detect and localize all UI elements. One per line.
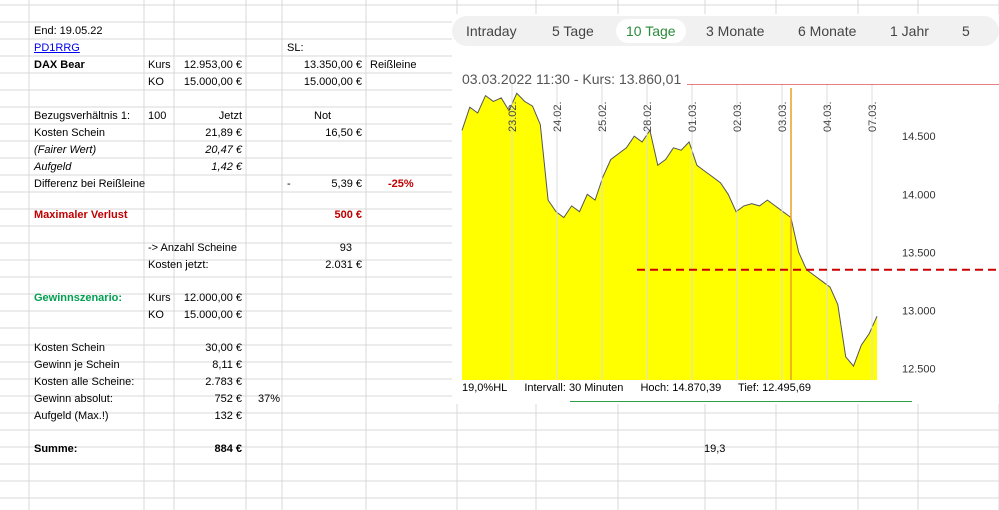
gewinnszenario-label: Gewinnszenario: <box>34 292 123 304</box>
gs-kurs-label: Kurs <box>148 292 171 304</box>
y-tick-label: 14.000 <box>902 189 936 201</box>
differenz-label: Differenz bei Reißleine <box>34 178 146 190</box>
anzahl-label: -> Anzahl Scheine <box>148 242 237 254</box>
fairer-wert-value: 20,47 € <box>205 144 242 156</box>
bezug-value: 100 <box>148 110 167 122</box>
interval-stat: Intervall: 30 Minuten <box>524 382 624 394</box>
tab-10-tage[interactable]: 10 Tage <box>616 19 686 43</box>
kosten-jetzt-value: 2.031 € <box>325 259 362 271</box>
summe-label: Summe: <box>34 443 78 455</box>
area-chart[interactable]: 23.02. 24.02. 25.02. 28.02. 01.03. 02.03. 03.0… <box>452 84 999 384</box>
max-verlust-value: 500 € <box>334 209 362 221</box>
tab-intraday[interactable]: Intraday <box>466 23 517 39</box>
jetzt-label: Jetzt <box>218 110 242 122</box>
kurs-label: Kurs <box>148 59 171 71</box>
x-tick-label: 07.03. <box>867 101 879 132</box>
x-tick-label: 25.02. <box>597 101 609 132</box>
timeframe-tabs: Intraday 5 Tage 10 Tage 3 Monate 6 Monat… <box>452 16 999 46</box>
x-tick-label: 01.03. <box>687 101 699 132</box>
differenz-dash: - <box>287 178 291 190</box>
ko-value: 15.000,00 € <box>183 76 242 88</box>
kosten-schein-jetzt: 21,89 € <box>205 127 242 139</box>
gs-ko-value: 15.000,00 € <box>183 309 242 321</box>
ko-label: KO <box>148 76 164 88</box>
end-date-label: End: 19.05.22 <box>34 25 103 37</box>
max-verlust-label: Maximaler Verlust <box>34 209 128 221</box>
bezug-label: Bezugsverhältnis 1: <box>34 110 130 122</box>
summe-value: 884 € <box>214 443 242 455</box>
ko-value-2: 15.000,00 € <box>303 76 362 88</box>
price-chart-widget: Intraday 5 Tage 10 Tage 3 Monate 6 Monat… <box>452 14 999 404</box>
aufgeld-max-label: Aufgeld (Max.!) <box>34 410 109 422</box>
fairer-wert-label: (Fairer Wert) <box>34 144 97 156</box>
y-tick-label: 13.000 <box>902 305 936 317</box>
extra-value: 19,3 <box>704 443 726 455</box>
tab-1-jahr[interactable]: 1 Jahr <box>890 23 929 39</box>
chart-stats: 19,0%HL Intervall: 30 Minuten Hoch: 14.8… <box>462 382 825 394</box>
kas-value: 2.783 € <box>205 376 242 388</box>
dax-bear-label: DAX Bear <box>34 59 85 71</box>
x-tick-label: 04.03. <box>822 101 834 132</box>
divider-line <box>570 401 912 402</box>
aufgeld-value: 1,42 € <box>211 161 242 173</box>
gs-kurs-value: 12.000,00 € <box>183 292 242 304</box>
kas-label: Kosten alle Scheine: <box>34 376 135 388</box>
x-tick-label: 03.03. <box>777 101 789 132</box>
quote-readout: 03.03.2022 11:30 - Kurs: 13.860,01 <box>462 71 682 87</box>
x-tick-label: 24.02. <box>552 101 564 132</box>
y-tick-label: 14.500 <box>902 131 936 143</box>
aufgeld-label: Aufgeld <box>34 161 72 173</box>
reissleine-label: Reißleine <box>370 59 417 71</box>
tab-5-jahre[interactable]: 5 <box>962 23 970 39</box>
x-tick-label: 23.02. <box>507 101 519 132</box>
hl-stat: 19,0%HL <box>462 382 508 394</box>
sl-value: 13.350,00 € <box>303 59 362 71</box>
not-label: Not <box>314 110 332 122</box>
ga-value: 752 € <box>214 393 242 405</box>
price-area <box>462 93 877 381</box>
ga-pct: 37% <box>258 393 281 405</box>
kosten-schein-not: 16,50 € <box>325 127 362 139</box>
low-stat: Tief: 12.495,69 <box>738 382 812 394</box>
gs-ko-label: KO <box>148 309 164 321</box>
kosten-schein-label: Kosten Schein <box>34 127 105 139</box>
kosten-jetzt-label: Kosten jetzt: <box>148 259 209 271</box>
high-stat: Hoch: 14.870,39 <box>640 382 722 394</box>
differenz-value: 5,39 € <box>331 178 362 190</box>
gjs-value: 8,11 € <box>212 359 242 371</box>
gjs-label: Gewinn je Schein <box>34 359 120 371</box>
ticker-link[interactable]: PD1RRG <box>34 42 80 54</box>
anzahl-value: 93 <box>339 242 352 254</box>
x-tick-label: 02.03. <box>732 101 744 132</box>
tab-5-tage[interactable]: 5 Tage <box>552 23 594 39</box>
ks-value: 30,00 € <box>205 342 242 354</box>
y-tick-label: 13.500 <box>902 247 936 259</box>
sl-label: SL: <box>287 42 304 54</box>
tab-3-monate[interactable]: 3 Monate <box>706 23 765 39</box>
differenz-pct: -25% <box>388 178 414 190</box>
aufgeld-max-value: 132 € <box>214 410 242 422</box>
kurs-value: 12.953,00 € <box>183 59 242 71</box>
tab-6-monate[interactable]: 6 Monate <box>798 23 857 39</box>
ga-label: Gewinn absolut: <box>34 393 113 405</box>
x-tick-label: 28.02. <box>642 101 654 132</box>
ks-label: Kosten Schein <box>34 342 105 354</box>
y-tick-label: 12.500 <box>902 363 936 375</box>
